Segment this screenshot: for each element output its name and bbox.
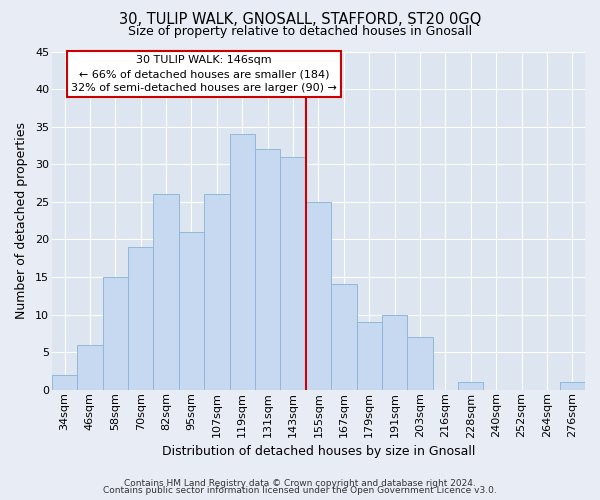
Bar: [52, 374, 77, 390]
Bar: [230, 134, 255, 390]
Bar: [255, 149, 280, 390]
Bar: [280, 156, 306, 390]
Bar: [382, 314, 407, 390]
X-axis label: Distribution of detached houses by size in Gnosall: Distribution of detached houses by size …: [162, 444, 475, 458]
Text: Size of property relative to detached houses in Gnosall: Size of property relative to detached ho…: [128, 25, 472, 38]
Text: Contains HM Land Registry data © Crown copyright and database right 2024.: Contains HM Land Registry data © Crown c…: [124, 478, 476, 488]
Bar: [204, 194, 230, 390]
Text: 30 TULIP WALK: 146sqm
← 66% of detached houses are smaller (184)
32% of semi-det: 30 TULIP WALK: 146sqm ← 66% of detached …: [71, 56, 337, 94]
Bar: [458, 382, 484, 390]
Bar: [179, 232, 204, 390]
Bar: [103, 277, 128, 390]
Text: Contains public sector information licensed under the Open Government Licence v3: Contains public sector information licen…: [103, 486, 497, 495]
Bar: [407, 337, 433, 390]
Bar: [560, 382, 585, 390]
Bar: [356, 322, 382, 390]
Bar: [154, 194, 179, 390]
Bar: [331, 284, 356, 390]
Text: 30, TULIP WALK, GNOSALL, STAFFORD, ST20 0GQ: 30, TULIP WALK, GNOSALL, STAFFORD, ST20 …: [119, 12, 481, 28]
Bar: [128, 247, 154, 390]
Bar: [306, 202, 331, 390]
Y-axis label: Number of detached properties: Number of detached properties: [15, 122, 28, 319]
Bar: [77, 344, 103, 390]
